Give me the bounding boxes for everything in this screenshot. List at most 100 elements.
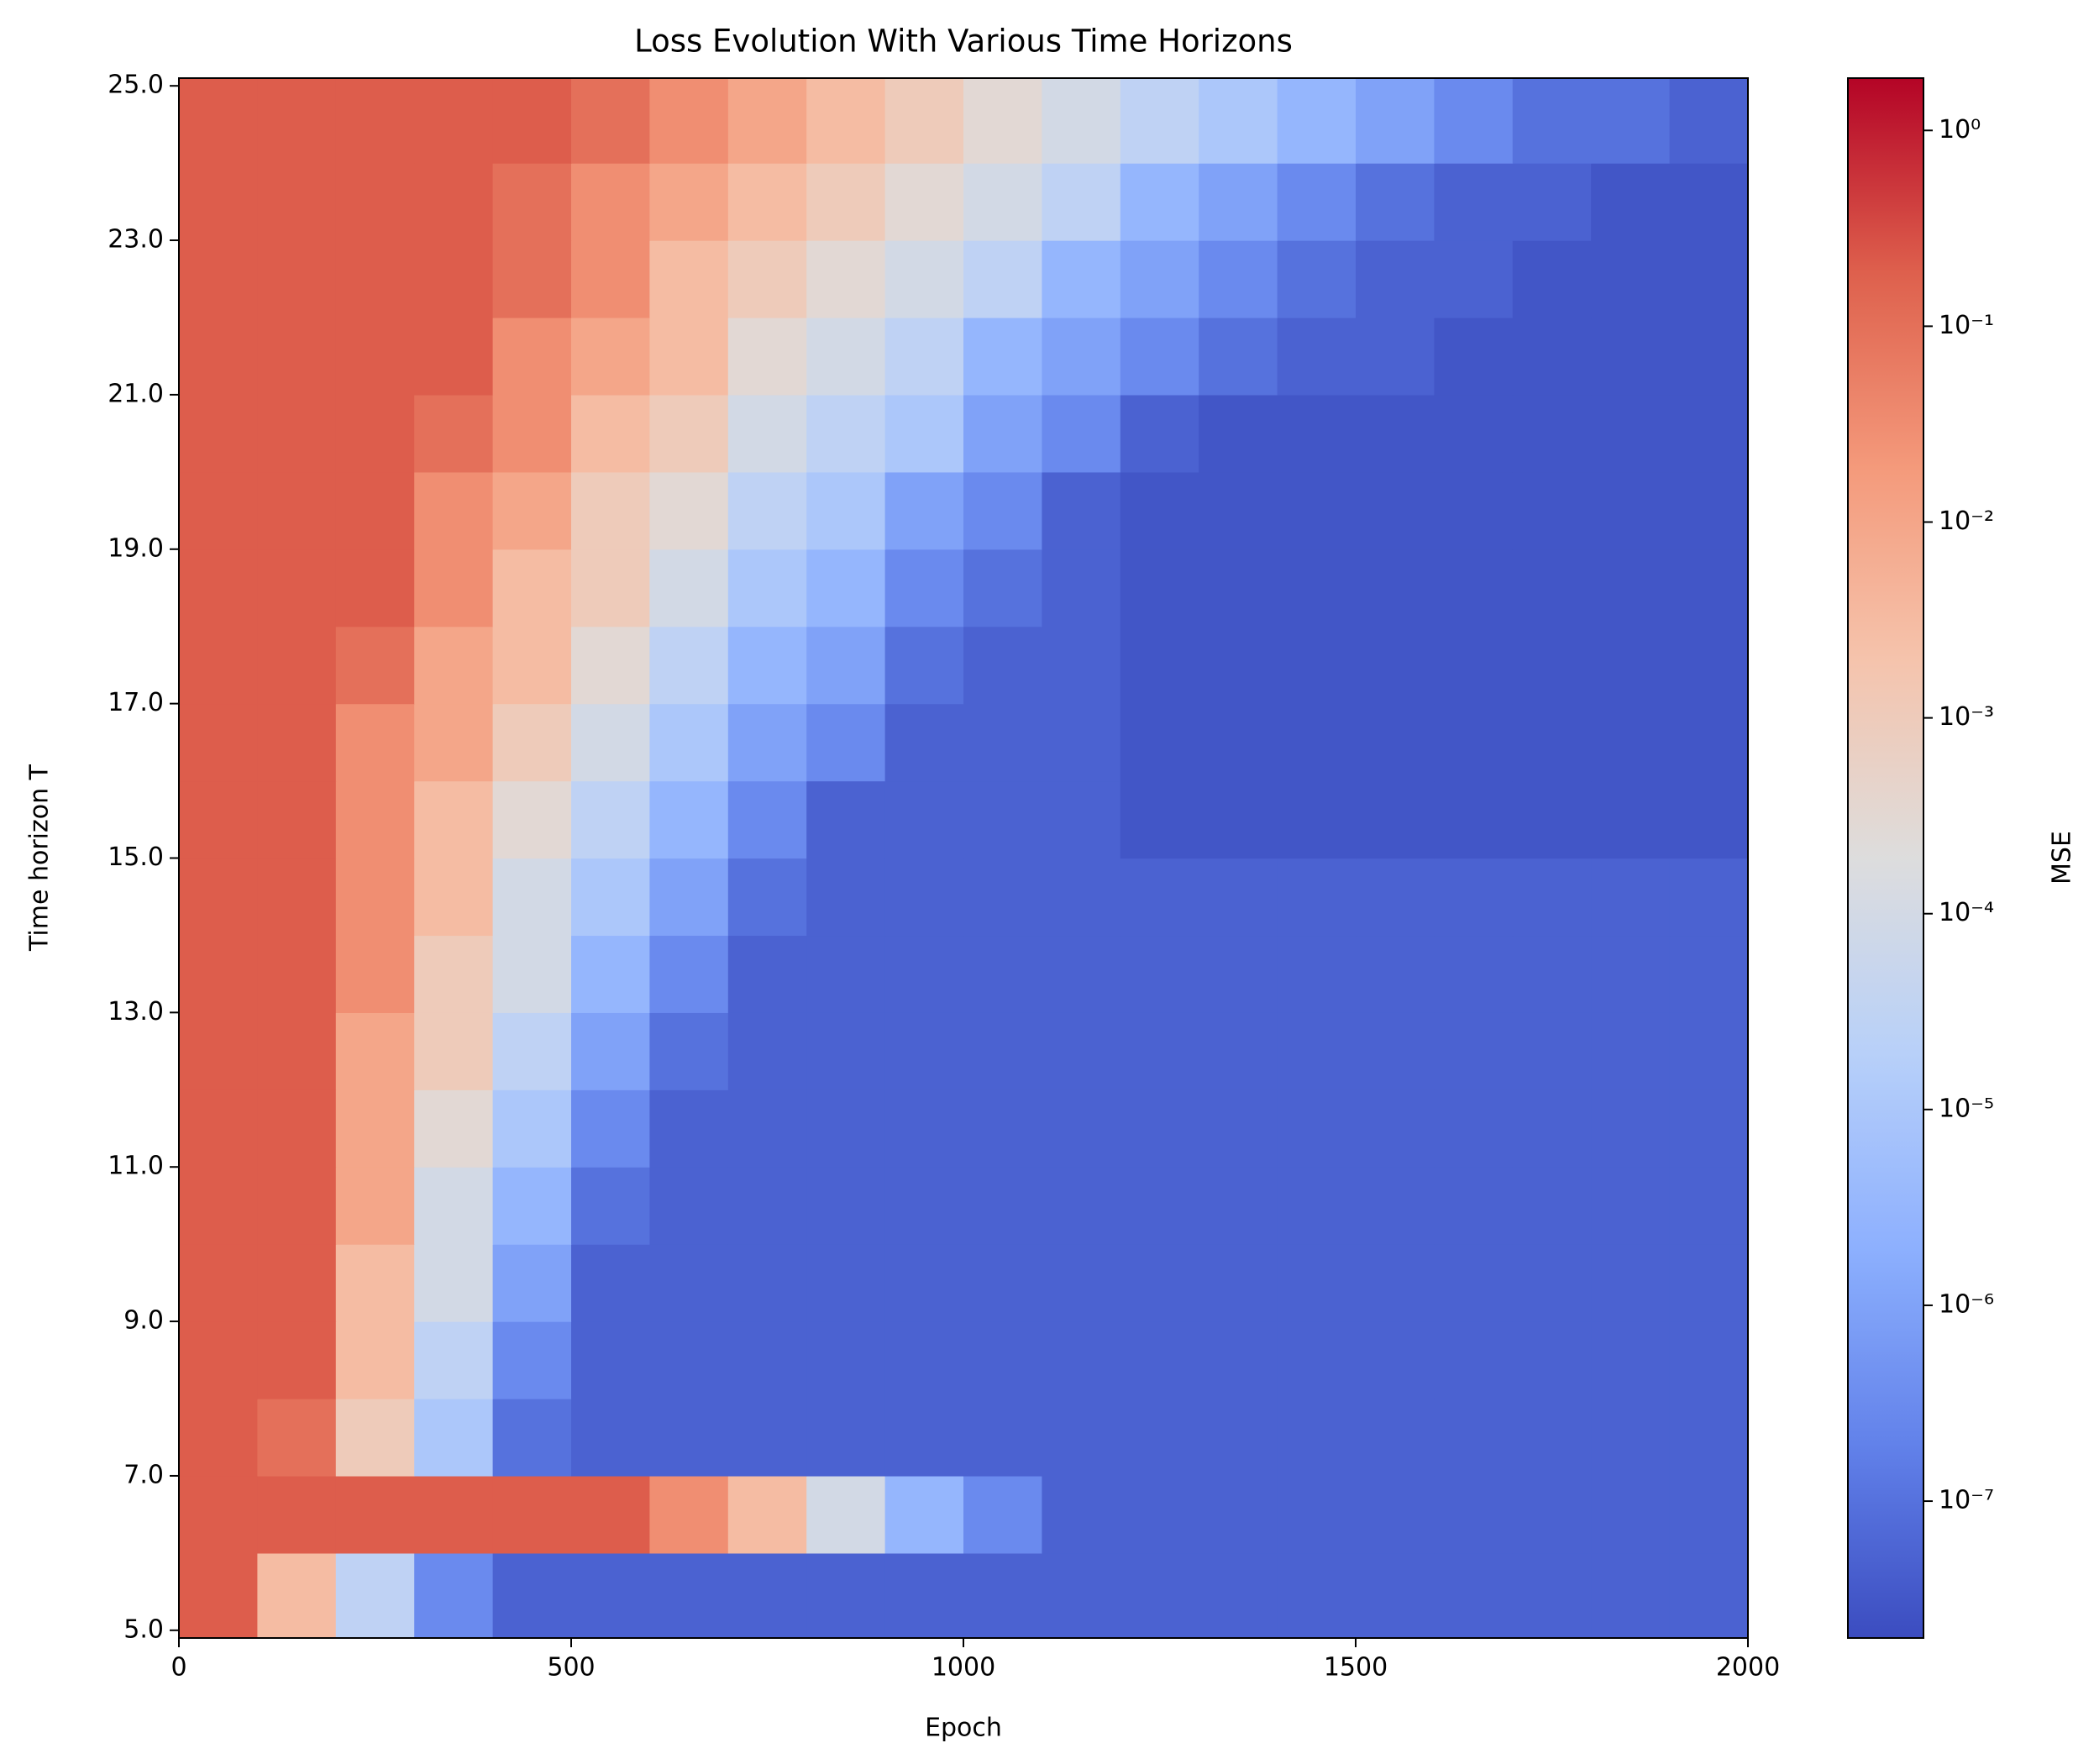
heatmap-cell bbox=[1199, 780, 1278, 859]
heatmap-cell bbox=[179, 78, 258, 164]
heatmap-cell bbox=[492, 1089, 572, 1168]
heatmap-cell bbox=[1120, 626, 1199, 705]
heatmap-cell bbox=[1199, 1244, 1278, 1322]
heatmap-cell bbox=[1277, 1089, 1357, 1168]
heatmap-cell bbox=[1591, 240, 1671, 318]
heatmap-cell bbox=[1356, 471, 1435, 550]
heatmap-cell bbox=[806, 1475, 886, 1554]
heatmap-cell bbox=[414, 858, 494, 937]
heatmap-cell bbox=[1669, 1475, 1749, 1554]
heatmap-cell bbox=[414, 1089, 494, 1168]
heatmap-cell bbox=[1042, 935, 1121, 1013]
heatmap-cell bbox=[649, 1012, 729, 1090]
heatmap-cell bbox=[571, 1012, 650, 1090]
heatmap-cell bbox=[571, 935, 650, 1013]
heatmap-cell bbox=[179, 935, 258, 1013]
heatmap-cell bbox=[335, 935, 415, 1013]
heatmap-cell bbox=[884, 1012, 964, 1090]
heatmap-cell bbox=[414, 240, 494, 318]
heatmap-cell bbox=[335, 1321, 415, 1399]
heatmap-cell bbox=[1199, 1012, 1278, 1090]
heatmap-cell bbox=[1120, 1399, 1199, 1477]
heatmap-cell bbox=[963, 1399, 1042, 1477]
heatmap-cell bbox=[1120, 858, 1199, 937]
heatmap-cell bbox=[492, 626, 572, 705]
heatmap-cell bbox=[1669, 471, 1749, 550]
heatmap-cell bbox=[571, 1399, 650, 1477]
heatmap-cell bbox=[335, 549, 415, 627]
y-tick-label: 21.0 bbox=[108, 379, 164, 408]
heatmap-cell bbox=[727, 858, 807, 937]
heatmap-cell bbox=[727, 471, 807, 550]
heatmap-cell bbox=[1591, 549, 1671, 627]
heatmap-cell bbox=[1199, 471, 1278, 550]
heatmap-cell bbox=[414, 78, 494, 164]
heatmap-cell bbox=[884, 626, 964, 705]
heatmap-cell bbox=[1591, 471, 1671, 550]
colorbar bbox=[1847, 77, 1924, 1639]
heatmap-cell bbox=[806, 626, 886, 705]
heatmap-cell bbox=[1042, 240, 1121, 318]
heatmap-cell bbox=[963, 1475, 1042, 1554]
heatmap-cell bbox=[414, 1167, 494, 1245]
heatmap-cell bbox=[414, 317, 494, 396]
heatmap-cell bbox=[649, 78, 729, 164]
colorbar-tick-label: 10⁻² bbox=[1939, 507, 1994, 536]
heatmap-cell bbox=[1277, 1244, 1357, 1322]
heatmap-cell bbox=[1356, 240, 1435, 318]
heatmap-cell bbox=[492, 394, 572, 473]
heatmap-cell bbox=[492, 549, 572, 627]
heatmap-cell bbox=[492, 1244, 572, 1322]
heatmap-cell bbox=[1120, 394, 1199, 473]
heatmap-cell bbox=[1512, 240, 1592, 318]
heatmap-cell bbox=[571, 1321, 650, 1399]
heatmap-cell bbox=[1512, 626, 1592, 705]
heatmap-cell bbox=[1434, 780, 1514, 859]
heatmap-cell bbox=[335, 1089, 415, 1168]
heatmap-cell bbox=[1591, 1012, 1671, 1090]
heatmap-cell bbox=[1669, 317, 1749, 396]
heatmap-cell bbox=[884, 780, 964, 859]
heatmap-cell bbox=[1042, 703, 1121, 782]
heatmap-cell bbox=[1591, 394, 1671, 473]
heatmap-cell bbox=[1199, 163, 1278, 241]
heatmap-cell bbox=[884, 1167, 964, 1245]
heatmap-cell bbox=[335, 858, 415, 937]
heatmap-cell bbox=[1042, 1089, 1121, 1168]
heatmap-cell bbox=[1277, 1399, 1357, 1477]
heatmap-cell bbox=[806, 78, 886, 164]
heatmap-cell bbox=[492, 780, 572, 859]
heatmap-cell bbox=[1120, 1167, 1199, 1245]
heatmap-cell bbox=[335, 317, 415, 396]
heatmap-cell bbox=[963, 1089, 1042, 1168]
heatmap-cell bbox=[1356, 163, 1435, 241]
heatmap-cell bbox=[1669, 394, 1749, 473]
heatmap-cell bbox=[1356, 78, 1435, 164]
heatmap-cell bbox=[492, 163, 572, 241]
heatmap-cell bbox=[1042, 471, 1121, 550]
heatmap-cell bbox=[727, 1552, 807, 1639]
heatmap-cell bbox=[571, 1552, 650, 1639]
heatmap-cell bbox=[492, 317, 572, 396]
x-axis-label: Epoch bbox=[925, 1714, 1002, 1743]
heatmap-cell bbox=[1120, 240, 1199, 318]
colorbar-tick-label: 10⁻⁷ bbox=[1939, 1486, 1994, 1515]
heatmap-cell bbox=[1356, 317, 1435, 396]
heatmap-cell bbox=[1356, 780, 1435, 859]
heatmap-cell bbox=[335, 1244, 415, 1322]
heatmap-cell bbox=[1434, 1167, 1514, 1245]
heatmap-cell bbox=[257, 471, 337, 550]
heatmap-cell bbox=[1512, 1012, 1592, 1090]
heatmap-cell bbox=[1512, 858, 1592, 937]
heatmap-cell bbox=[492, 1167, 572, 1245]
x-tick-label: 0 bbox=[171, 1653, 186, 1683]
heatmap-cell bbox=[649, 240, 729, 318]
heatmap-cell bbox=[571, 549, 650, 627]
heatmap-cell bbox=[257, 780, 337, 859]
heatmap-cell bbox=[727, 1244, 807, 1322]
x-tick-label: 1000 bbox=[932, 1653, 995, 1683]
heatmap-cell bbox=[806, 1399, 886, 1477]
heatmap-cell bbox=[1434, 1552, 1514, 1639]
heatmap-cell bbox=[1120, 549, 1199, 627]
heatmap-cell bbox=[963, 317, 1042, 396]
